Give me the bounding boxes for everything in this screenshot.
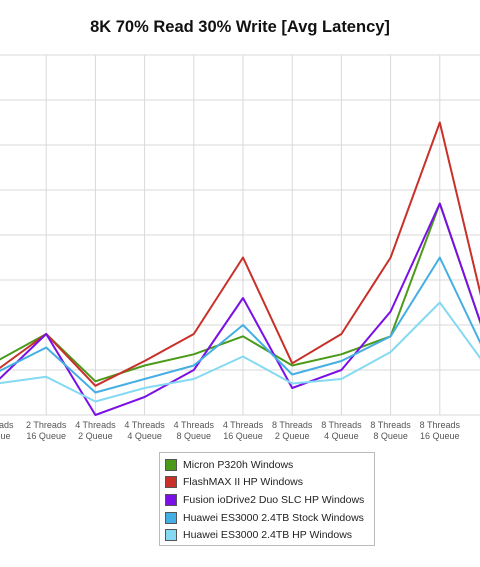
legend-swatch xyxy=(165,511,177,524)
x-tick-label: 4 Threads 4 Queue xyxy=(124,420,165,441)
x-tick-label: 8 Threads 2 Queue xyxy=(272,420,313,441)
legend-item: Huawei ES3000 2.4TB Stock Windows xyxy=(165,509,369,527)
legend-item: Huawei ES3000 2.4TB HP Windows xyxy=(165,526,369,544)
x-tick-label: 4 Threads 2 Queue xyxy=(75,420,116,441)
series-line-1 xyxy=(0,202,480,383)
legend: Micron P320h Windows FlashMAX II HP Windo… xyxy=(159,452,375,546)
x-tick-label: 8 Threads 16 Queue xyxy=(420,420,461,441)
x-tick-label: 8 Threads 4 Queue xyxy=(321,420,362,441)
series-line-2 xyxy=(0,121,480,387)
legend-swatch xyxy=(165,493,177,506)
legend-label: Fusion ioDrive2 Duo SLC HP Windows xyxy=(183,493,365,506)
legend-swatch xyxy=(165,529,177,542)
legend-label: Huawei ES3000 2.4TB Stock Windows xyxy=(183,511,364,524)
x-tick-label: 2 Threads 16 Queue xyxy=(26,420,67,441)
series-line-3 xyxy=(0,202,480,416)
x-tick-label: ThreadsQueue xyxy=(0,420,14,441)
legend-item: Fusion ioDrive2 Duo SLC HP Windows xyxy=(165,491,369,509)
legend-label: FlashMAX II HP Windows xyxy=(183,476,304,489)
chart-title: 8K 70% Read 30% Write [Avg Latency] xyxy=(90,18,390,36)
legend-swatch xyxy=(165,476,177,489)
x-tick-label: 8 Threads 8 Queue xyxy=(370,420,411,441)
x-tick-label: 4 Threads 16 Queue xyxy=(223,420,264,441)
legend-label: Huawei ES3000 2.4TB HP Windows xyxy=(183,529,353,542)
x-tick-label: 4 Threads 8 Queue xyxy=(174,420,215,441)
series-lines xyxy=(0,121,480,416)
series-line-4 xyxy=(0,256,480,394)
legend-item: FlashMAX II HP Windows xyxy=(165,474,369,492)
legend-item: Micron P320h Windows xyxy=(165,456,369,474)
series-line-5 xyxy=(0,301,480,403)
legend-swatch xyxy=(165,458,177,471)
legend-label: Micron P320h Windows xyxy=(183,458,294,471)
